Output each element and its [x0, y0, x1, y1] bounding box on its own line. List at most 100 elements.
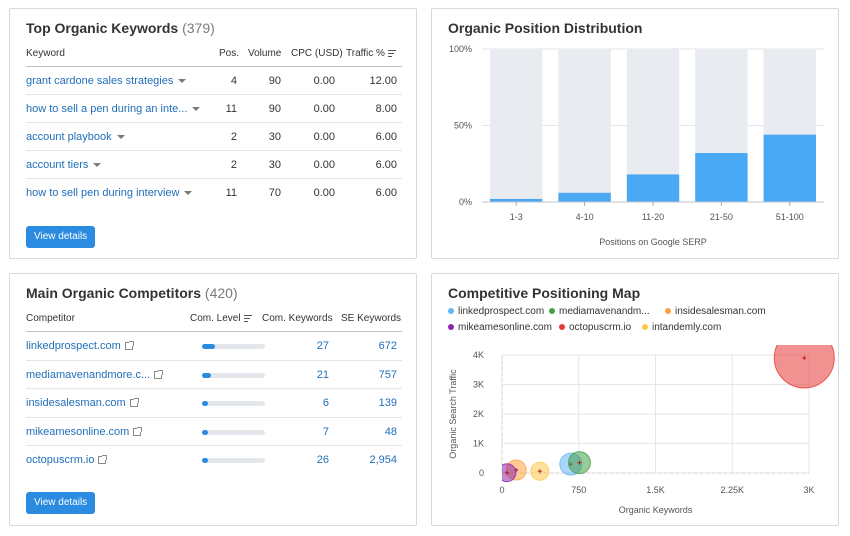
cpc-cell: 0.00	[313, 159, 335, 171]
external-link-icon[interactable]	[124, 341, 134, 351]
se-keywords-cell[interactable]: 48	[384, 425, 397, 438]
chevron-down-icon[interactable]	[184, 191, 193, 196]
view-details-button[interactable]: View details	[26, 226, 96, 248]
external-link-icon[interactable]	[129, 398, 139, 408]
x-tick-label: 0	[499, 485, 504, 495]
external-link-icon[interactable]	[98, 455, 108, 465]
legend-item[interactable]: linkedprospect.com	[448, 306, 544, 317]
col-header-traffic[interactable]: Traffic %	[346, 48, 396, 59]
col-header-competitor[interactable]: Competitor	[26, 313, 75, 324]
com-level-fill	[202, 458, 209, 463]
x-tick-label: 21-50	[710, 212, 733, 222]
com-level-bar	[202, 401, 265, 406]
col-header-volume[interactable]: Volume	[248, 48, 282, 59]
volume-cell: 30	[268, 131, 281, 143]
external-link-icon[interactable]	[154, 369, 164, 379]
com-level-fill	[202, 429, 209, 435]
x-tick-label: 3K	[803, 485, 814, 495]
competitor-link[interactable]: insidesalesman.com	[26, 397, 139, 409]
competitor-link[interactable]: mikeamesonline.com	[26, 426, 143, 438]
com-level-bar	[202, 429, 265, 435]
chevron-down-icon[interactable]	[178, 79, 187, 84]
table-row: account playbook 2 30 0.00 6.00	[26, 122, 402, 150]
legend-label: intandemly.com	[652, 322, 722, 333]
volume-cell: 30	[268, 159, 281, 171]
col-header-com-keywords[interactable]: Com. Keywords	[262, 313, 333, 324]
keyword-link[interactable]: account playbook	[26, 131, 125, 143]
table-row: linkedprospect.com 27 672	[26, 331, 402, 359]
legend-dot-icon	[559, 324, 565, 331]
se-keywords-cell[interactable]: 2,954	[369, 454, 397, 466]
com-keywords-cell[interactable]: 27	[316, 340, 329, 352]
com-level-fill	[202, 401, 209, 406]
chevron-down-icon[interactable]	[192, 107, 201, 112]
keyword-link[interactable]: grant cardone sales strategies	[26, 75, 187, 87]
competitive-positioning-map-card: Competitive Positioning Map linkedprospe…	[431, 273, 839, 526]
y-axis-title: Organic Search Traffic	[448, 369, 458, 459]
keyword-link[interactable]: account tiers	[26, 159, 102, 171]
competitor-link[interactable]: linkedprospect.com	[26, 340, 134, 352]
card-title: Competitive Positioning Map	[448, 285, 641, 301]
se-keywords-cell[interactable]: 672	[378, 340, 397, 352]
table-row: insidesalesman.com 6 139	[26, 388, 402, 416]
se-keywords-cell[interactable]: 139	[378, 397, 397, 409]
y-tick-label: 50%	[454, 121, 472, 131]
bar	[763, 134, 816, 202]
sort-icon[interactable]	[387, 49, 396, 57]
bar-track	[558, 49, 611, 202]
legend-item[interactable]: insidesalesman.com	[665, 306, 766, 317]
card-title: Organic Position Distribution	[448, 20, 643, 36]
volume-cell: 70	[268, 187, 281, 199]
com-level-fill	[202, 372, 212, 378]
position-distribution-chart: 0% 50% 100% 1-3 4-10 11-20 21-50 51-100 Position…	[449, 44, 824, 247]
legend-item[interactable]: octopuscrm.io	[559, 322, 631, 333]
com-keywords-cell[interactable]: 21	[316, 368, 329, 381]
sort-icon[interactable]	[243, 314, 252, 322]
col-header-se-keywords[interactable]: SE Keywords	[341, 313, 402, 324]
cpc-cell: 0.00	[313, 131, 335, 143]
external-link-icon[interactable]	[133, 426, 143, 436]
col-header-cpc[interactable]: CPC (USD)	[291, 48, 343, 59]
x-tick-label: 11-20	[642, 212, 664, 222]
legend-label: octopuscrm.io	[569, 322, 632, 333]
chevron-down-icon[interactable]	[93, 163, 102, 168]
cpc-cell: 0.00	[313, 75, 335, 87]
com-level-bar	[202, 458, 265, 463]
com-keywords-cell[interactable]: 7	[322, 425, 329, 438]
legend-dot-icon	[642, 324, 648, 331]
legend-item[interactable]: mediamavenandm...	[549, 306, 650, 317]
legend-dot-icon	[549, 308, 555, 315]
y-tick-label: 4K	[473, 350, 484, 360]
legend-item[interactable]: mikeamesonline.com	[448, 322, 552, 333]
pos-cell: 11	[225, 187, 237, 199]
bar	[558, 192, 611, 202]
chevron-down-icon[interactable]	[116, 135, 125, 140]
y-tick-label: 100%	[449, 44, 472, 54]
x-tick-label: 4-10	[576, 212, 594, 222]
com-keywords-cell[interactable]: 6	[322, 397, 329, 409]
competitor-link[interactable]: octopuscrm.io	[26, 454, 108, 466]
keyword-link[interactable]: how to sell a pen during an inte...	[26, 103, 201, 115]
legend-dot-icon	[448, 324, 454, 331]
volume-cell: 90	[268, 103, 281, 115]
bar	[695, 153, 748, 202]
col-header-pos[interactable]: Pos.	[219, 48, 240, 59]
y-tick-label: 3K	[473, 380, 484, 390]
col-header-keyword[interactable]: Keyword	[26, 48, 65, 59]
main-organic-competitors-card: Main Organic Competitors (420) Competito…	[9, 273, 417, 526]
y-tick-label: 0%	[459, 197, 472, 207]
competitor-link[interactable]: mediamavenandmore.c...	[26, 369, 164, 381]
table-row: mikeamesonline.com 7 48	[26, 416, 402, 445]
legend-item[interactable]: intandemly.com	[642, 322, 721, 333]
scatter-point	[502, 463, 517, 483]
top-organic-keywords-card: Top Organic Keywords (379) Keyword Pos. …	[9, 8, 417, 259]
com-keywords-cell[interactable]: 26	[316, 454, 329, 466]
pos-cell: 11	[225, 103, 237, 115]
view-details-button[interactable]: View details	[26, 492, 96, 514]
pos-cell: 4	[230, 75, 237, 87]
keyword-link[interactable]: how to sell pen during interview	[26, 187, 193, 199]
traffic-cell: 6.00	[375, 131, 397, 143]
col-header-com-level[interactable]: Com. Level	[190, 313, 252, 324]
bar	[490, 198, 543, 202]
se-keywords-cell[interactable]: 757	[378, 368, 397, 381]
